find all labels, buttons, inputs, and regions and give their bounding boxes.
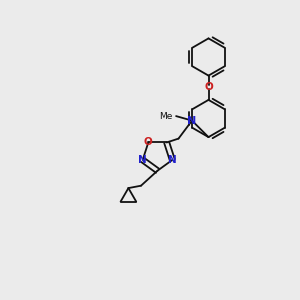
Text: O: O	[144, 137, 153, 148]
Text: Me: Me	[159, 112, 172, 121]
Text: O: O	[204, 82, 213, 92]
Text: N: N	[188, 116, 196, 126]
Text: N: N	[168, 155, 177, 165]
Text: N: N	[138, 155, 147, 165]
